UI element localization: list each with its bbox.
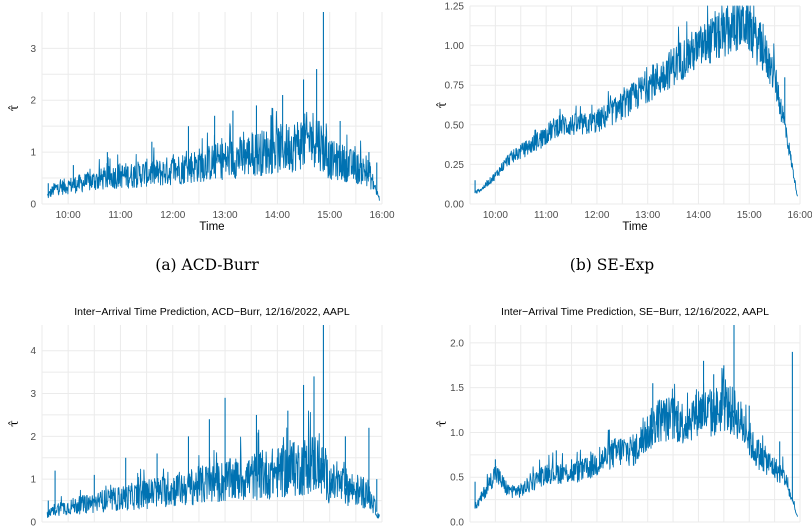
y-tick-label: 3 [30,44,36,55]
y-tick-label: 1.5 [450,383,464,394]
chart-title: Inter−Arrival Time Prediction, SE−Burr, … [501,306,769,318]
y-tick-label: 0.0 [450,518,464,528]
y-tick-label: 1 [30,148,36,159]
series-line [46,410,380,519]
y-tick-label: 0.50 [445,120,465,131]
x-tick-label: 16:00 [369,210,394,221]
y-tick-label: 2 [30,432,36,443]
panel-se-burr-prediction: 0.0 0.5 1.0 1.5 2.0 τ̂ Inter−Arrival Time Pred… [435,306,801,528]
x-tick-label: 15:00 [737,210,762,221]
y-tick-label: 1 [30,475,36,486]
y-tick-label: 4 [30,346,36,357]
x-tick-label: 10:00 [56,210,81,221]
y-tick-label: 1.00 [445,41,465,52]
y-tick-label: 0.75 [445,81,465,92]
x-tick-label: 14:00 [265,210,290,221]
y-axis-label: τ̂ [435,101,449,108]
y-tick-label: 2.0 [450,338,464,349]
y-tick-label: 0 [30,200,36,211]
y-tick-label: 0 [30,518,36,528]
panel-acd-burr: 0 1 2 3 10:00 11:00 12:00 13:00 14:00 15:00 16:00 τ… [7,12,395,233]
x-tick-label: 16:00 [787,210,812,221]
series-line [474,367,798,517]
y-tick-label: 1.25 [445,2,465,13]
x-tick-label: 13:00 [635,210,660,221]
panel-acd-burr-prediction: 0 1 2 3 4 τ̂ Inter−Arrival Time Prediction, AC… [7,306,383,528]
y-tick-label: 0.25 [445,160,465,171]
y-tick-label: 0.5 [450,473,464,484]
x-tick-label: 14:00 [686,210,711,221]
x-tick-label: 10:00 [483,210,508,221]
caption-a: (a) ACD-Burr [155,256,259,274]
y-axis-label: τ̂ [7,420,21,427]
y-tick-label: 1.0 [450,428,464,439]
series-line [474,5,798,197]
x-tick-label: 11:00 [108,210,133,221]
x-tick-label: 12:00 [160,210,185,221]
chart-title: Inter−Arrival Time Prediction, ACD−Burr,… [74,306,350,318]
y-axis-label: τ̂ [7,104,21,111]
y-tick-label: 3 [30,389,36,400]
y-tick-label: 0.00 [445,200,465,211]
series-line [46,107,380,201]
x-tick-label: 13:00 [213,210,238,221]
x-tick-label: 15:00 [317,210,342,221]
x-axis-label: Time [199,221,224,233]
y-tick-label: 2 [30,96,36,107]
panel-se-exp: 0.00 0.25 0.50 0.75 1.00 1.25 10:00 11:00 12:00 1… [435,2,812,234]
x-tick-label: 11:00 [534,210,559,221]
x-axis-label: Time [622,221,647,233]
x-tick-label: 12:00 [584,210,609,221]
y-axis-label: τ̂ [435,420,449,427]
caption-b: (b) SE-Exp [570,256,654,274]
